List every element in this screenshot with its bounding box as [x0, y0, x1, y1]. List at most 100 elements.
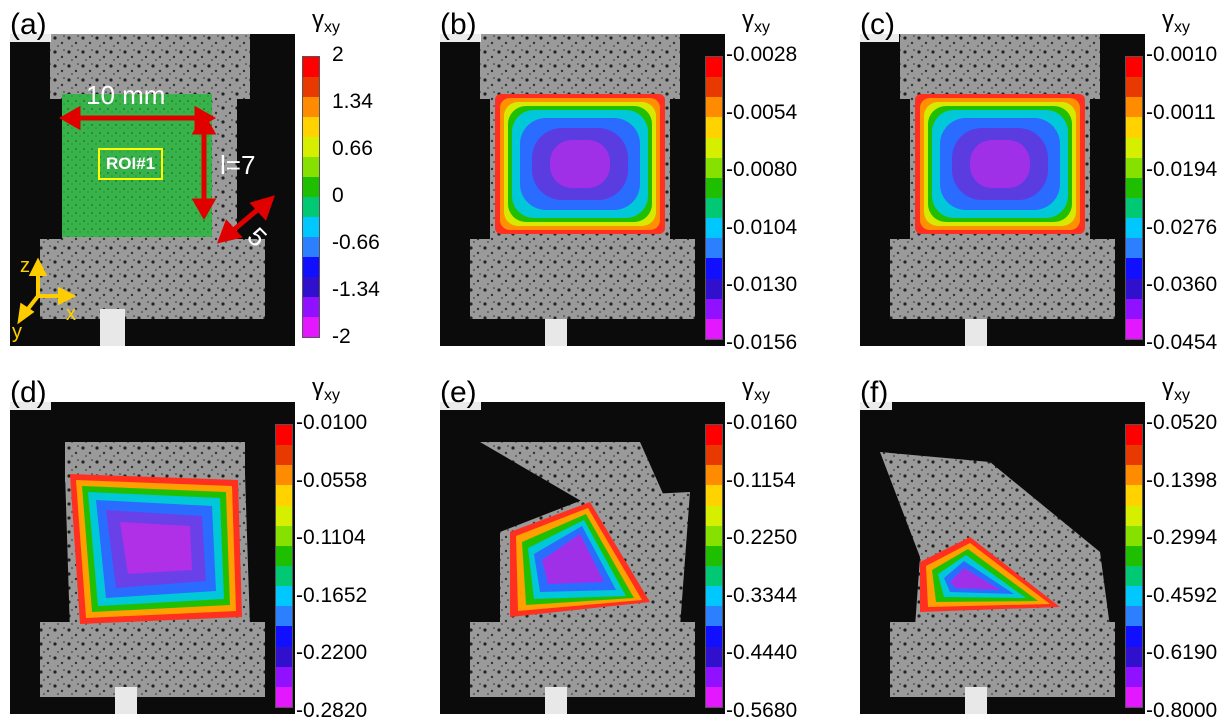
colorbar-tick-label: -0.0360 — [1146, 273, 1218, 297]
colorbar-segment — [1126, 137, 1142, 158]
colorbar-tick-label: -0.0100 — [296, 411, 368, 434]
colorbar-tick-label: -0.66 — [332, 231, 380, 254]
colorbar-segment — [1126, 77, 1142, 98]
colorbar-tick-label: 0 — [332, 184, 344, 207]
colorbar-segment — [706, 218, 722, 239]
panel-label: (c) — [856, 8, 899, 42]
colorbar-segment — [706, 137, 722, 158]
colorbar-segment — [706, 117, 722, 138]
colorbar-title: γxy — [312, 374, 340, 405]
colorbar-segment — [1126, 626, 1142, 647]
colorbar-tick-label: -0.6190 — [1146, 641, 1218, 665]
colorbar-segment — [1126, 57, 1142, 78]
colorbar-segment — [706, 278, 722, 299]
colorbar-segment — [276, 445, 292, 466]
colorbar — [302, 56, 320, 338]
colorbar-segment — [706, 425, 722, 446]
panel-label: (d) — [6, 376, 51, 410]
colorbar-title: γxy — [742, 374, 770, 405]
colorbar-tick-label: -0.0276 — [1146, 215, 1218, 239]
axis-z-label: z — [20, 255, 30, 277]
colorbar-tick-label: -0.2994 — [1146, 526, 1218, 550]
colorbar-tick-label: -0.1652 — [296, 583, 368, 607]
panel-label: (f) — [856, 376, 893, 410]
colorbar-segment — [276, 646, 292, 667]
colorbar-tick-label: -0.0130 — [726, 273, 798, 297]
colorbar-segment — [706, 485, 722, 506]
colorbar-tick-label: -0.0520 — [1146, 411, 1218, 434]
colorbar-segment — [276, 606, 292, 627]
colorbar-segment — [706, 97, 722, 118]
colorbar-segment — [1126, 686, 1142, 707]
colorbar-segment — [1126, 525, 1142, 546]
colorbar-segment — [706, 57, 722, 78]
colorbar-segment — [1126, 177, 1142, 198]
colorbar-segment — [706, 505, 722, 526]
width-label: 10 mm — [86, 80, 166, 110]
colorbar-segment — [1126, 505, 1142, 526]
colorbar — [1125, 56, 1143, 340]
colorbar-tick-label: -0.0194 — [1146, 158, 1218, 182]
colorbar-tick-label: 1.34 — [332, 90, 373, 113]
colorbar-segment — [276, 425, 292, 446]
colorbar-tick-label: -0.0011 — [1146, 100, 1216, 124]
colorbar-segment — [1126, 258, 1142, 279]
colorbar-segment — [706, 465, 722, 486]
colorbar-segment — [1126, 278, 1142, 299]
colorbar-segment — [706, 686, 722, 707]
panel-label: (e) — [436, 376, 481, 410]
colorbar-segment — [706, 298, 722, 319]
colorbar-title: γxy — [742, 6, 770, 37]
colorbar — [1125, 424, 1143, 708]
colorbar-segment — [276, 626, 292, 647]
colorbar-segment — [276, 565, 292, 587]
colorbar-segment — [1126, 157, 1142, 178]
colorbar-title: γxy — [1162, 6, 1190, 37]
colorbar-segment — [706, 545, 722, 566]
panel-d: (d) γxy -0.0100 -0.0558 -0.1104 -0.1652 -0.2… — [0, 368, 400, 723]
colorbar-tick-label: -0.0558 — [296, 468, 368, 492]
colorbar-segment — [1126, 666, 1142, 687]
colorbar-tick-label: -0.1104 — [296, 526, 366, 550]
colorbar-segment — [303, 177, 319, 197]
axis-x-label: x — [66, 303, 76, 325]
colorbar-segment — [706, 318, 722, 339]
colorbar-segment — [706, 666, 722, 687]
colorbar-tick-label: -0.0156 — [726, 331, 798, 354]
colorbar-segment — [1126, 606, 1142, 627]
colorbar-segment — [303, 317, 319, 337]
colorbar-tick-label: -0.2820 — [296, 699, 368, 722]
colorbar-segment — [1126, 117, 1142, 138]
colorbar-segment — [706, 177, 722, 198]
colorbar-segment — [706, 626, 722, 647]
colorbar-segment — [706, 586, 722, 607]
colorbar — [275, 424, 293, 708]
colorbar-tick-label: -0.0028 — [726, 43, 798, 66]
colorbar-tick-label: -0.5680 — [726, 699, 798, 722]
colorbar-segment — [276, 586, 292, 607]
colorbar-segment — [303, 197, 319, 217]
colorbar-segment — [1126, 545, 1142, 566]
colorbar-segment — [303, 77, 319, 97]
colorbar-segment — [1126, 485, 1142, 506]
colorbar-segment — [706, 525, 722, 546]
colorbar-segment — [1126, 465, 1142, 486]
colorbar-segment — [1126, 197, 1142, 219]
colorbar-tick-label: 0.66 — [332, 137, 373, 160]
colorbar-tick-label: -2 — [332, 325, 351, 348]
colorbar-segment — [1126, 565, 1142, 587]
colorbar-tick-label: -0.1154 — [726, 468, 796, 492]
colorbar-segment — [276, 505, 292, 526]
colorbar-segment — [276, 666, 292, 687]
panel-f: (f) γxy -0.0520 -0.1398 -0.2994 -0.4592 -0.6… — [850, 368, 1223, 723]
panel-b: (b) γxy -0.0028 -0.0054 -0.0080 -0.0104 -0.0… — [430, 0, 830, 355]
colorbar-title: γxy — [312, 6, 340, 37]
colorbar-tick-label: -0.0160 — [726, 411, 798, 434]
colorbar-segment — [276, 485, 292, 506]
colorbar-segment — [706, 197, 722, 219]
colorbar-tick-label: -0.3344 — [726, 583, 798, 607]
roi-box: ROI#1 — [98, 148, 164, 180]
colorbar-segment — [303, 137, 319, 157]
colorbar-tick-label: -0.0010 — [1146, 43, 1218, 66]
colorbar-segment — [706, 445, 722, 466]
